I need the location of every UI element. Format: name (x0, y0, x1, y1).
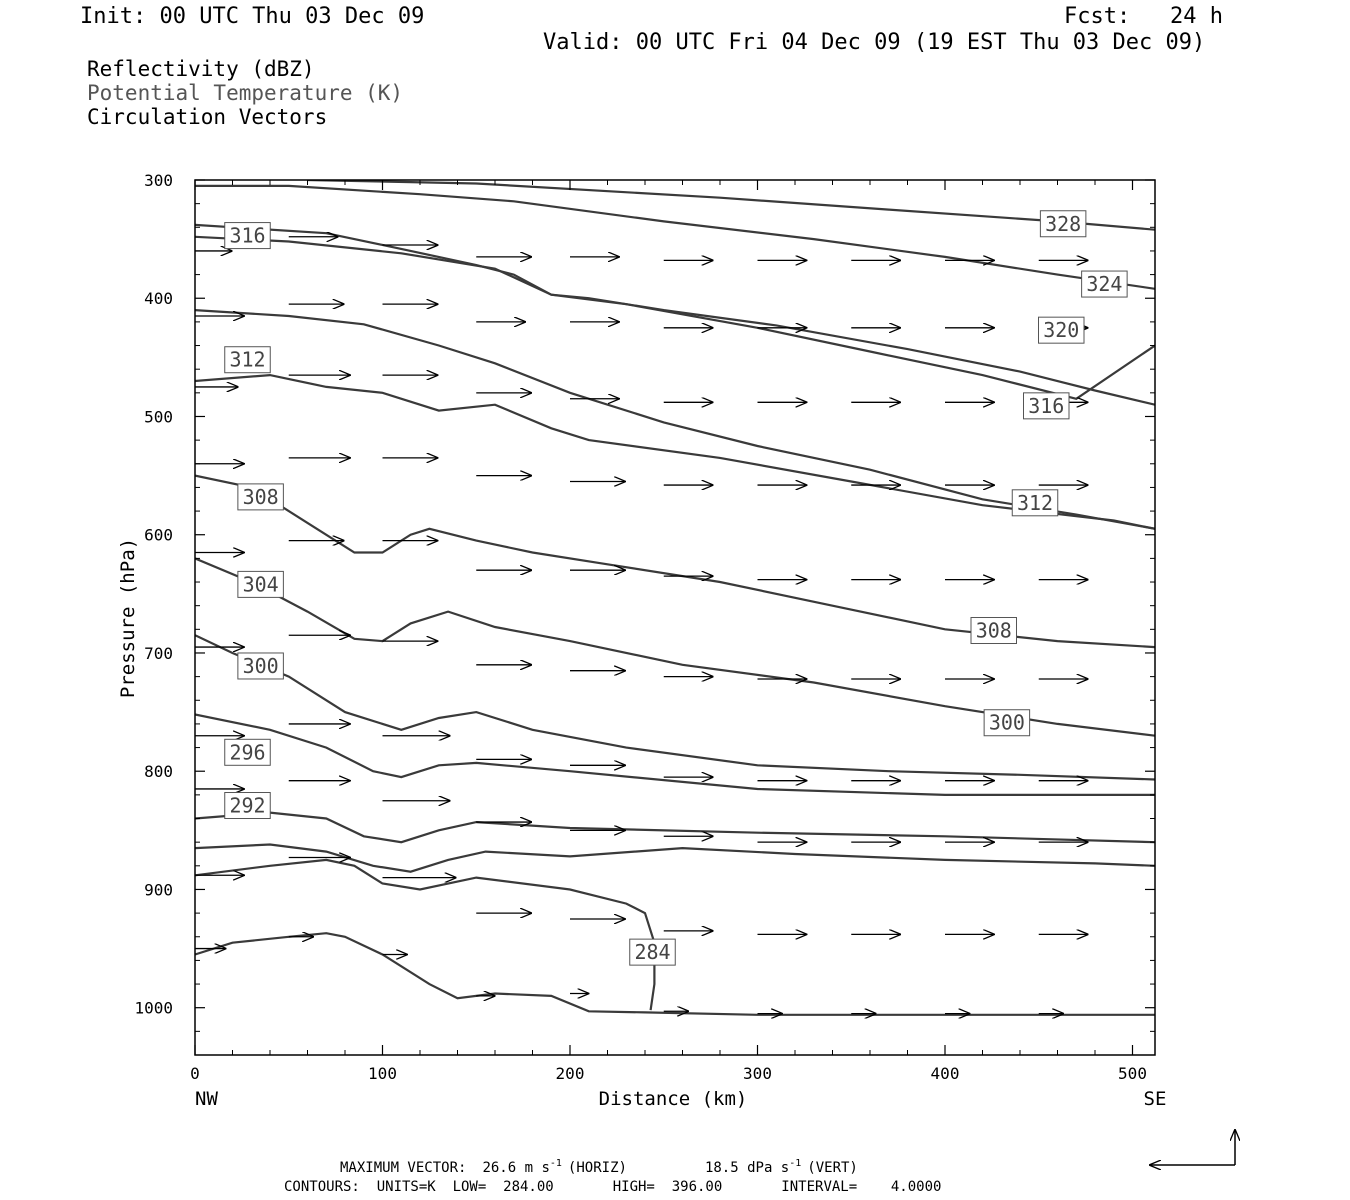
y-tick-label-300: 300 (144, 171, 173, 190)
contour-label-box-308-1 (970, 617, 1017, 645)
x-end-label-left: NW (195, 1088, 218, 1110)
contour-286-11 (195, 843, 1155, 873)
contour-308-5 (195, 373, 1155, 530)
contour-label-320-0: 320 (1043, 318, 1079, 342)
y-axis-label: Pressure (hPa) (117, 538, 139, 698)
contour-284-13 (195, 858, 656, 1011)
footer-vert-unit: (VERT) (807, 1160, 858, 1176)
contour-label-box-324-0 (1081, 270, 1128, 298)
y-tick-label-800: 800 (144, 762, 173, 781)
footer-horiz-unit: (HORIZ) (568, 1160, 627, 1176)
footer-max-label: MAXIMUM VECTOR: (340, 1160, 466, 1176)
contour-label-box-312-0 (224, 346, 271, 374)
contour-label-box-304-0 (237, 570, 284, 598)
contour-label-316-0: 316 (229, 224, 265, 248)
footer-horiz-exp: -1 (550, 1158, 562, 1169)
field-label-theta: Potential Temperature (K) (87, 81, 404, 105)
contour-292-9 (195, 713, 1155, 796)
footer-horiz-value: 26.6 m s (482, 1160, 549, 1176)
contour-label-box-312-1 (1011, 489, 1059, 517)
y-tick-label-700: 700 (144, 644, 173, 663)
x-tick-label-0: 0 (190, 1064, 200, 1083)
contour-label-316-1: 316 (1028, 394, 1064, 418)
x-tick-label-200: 200 (556, 1064, 585, 1083)
contour-label-296-0: 296 (229, 740, 265, 764)
x-tick-label-400: 400 (931, 1064, 960, 1083)
footer-vert-value: 18.5 dPa s (705, 1160, 789, 1176)
x-tick-label-500: 500 (1118, 1064, 1147, 1083)
x-end-label-right: SE (1144, 1088, 1167, 1110)
contour-296-8 (195, 634, 1155, 781)
contour-label-300-1: 300 (989, 711, 1025, 735)
contour-label-300-0: 300 (243, 654, 279, 678)
contour-label-312-0: 312 (229, 348, 265, 372)
plot-frame (194, 179, 1156, 1056)
contour-label-box-328-0 (1039, 210, 1087, 238)
contour-label-box-292-0 (224, 792, 271, 820)
contour-label-292-0: 292 (229, 794, 265, 818)
contour-312-4 (195, 309, 1155, 530)
y-tick-label-600: 600 (144, 526, 173, 545)
x-tick-label-300: 300 (743, 1064, 772, 1083)
contour-304-6 (195, 474, 1155, 649)
contour-label-box-308-0 (237, 483, 284, 511)
contour-316-3 (195, 235, 1155, 400)
contour-label-box-284-0 (629, 938, 676, 966)
footer-max-vector: MAXIMUM VECTOR: 26.6 m s-1 (HORIZ) 18.5 dPa… (340, 1158, 858, 1176)
footer-contours: CONTOURS: UNITS=K LOW= 284.00 HIGH= 396.… (284, 1179, 941, 1195)
field-label-vectors: Circulation Vectors (87, 105, 328, 129)
contour-label-324-0: 324 (1086, 272, 1122, 296)
x-tick-label-100: 100 (368, 1064, 397, 1083)
contour-label-304-0: 304 (243, 572, 279, 596)
y-tick-label-500: 500 (144, 407, 173, 426)
contour-label-box-300-0 (237, 652, 284, 680)
forecast-hour: Fcst: 24 h (1064, 4, 1223, 29)
contour-label-box-316-0 (224, 222, 271, 250)
contour-320-2 (195, 223, 1155, 406)
contour-label-328-0: 328 (1045, 212, 1081, 236)
contour-label-312-1: 312 (1017, 491, 1053, 515)
contour-label-box-320-0 (1038, 316, 1085, 344)
contour-label-box-316-1 (1023, 392, 1070, 420)
contour-324-1 (195, 184, 1155, 290)
contour-label-308-1: 308 (976, 619, 1012, 643)
y-tick-label-1000: 1000 (134, 999, 173, 1018)
contour-label-284-0: 284 (634, 940, 670, 964)
y-tick-label-400: 400 (144, 289, 173, 308)
contour-328-0 (307, 180, 1155, 231)
contour-label-box-296-0 (224, 738, 271, 766)
contour-284-12 (195, 932, 1155, 1016)
contour-300-7 (195, 557, 1155, 737)
y-tick-label-900: 900 (144, 880, 173, 899)
reference-vector-icon (1150, 1130, 1235, 1165)
contour-label-308-0: 308 (243, 485, 279, 509)
field-label-reflectivity: Reflectivity (dBZ) (87, 57, 315, 81)
contour-label-box-300-1 (983, 709, 1031, 737)
footer-vert-exp: -1 (789, 1158, 801, 1169)
x-axis-label: Distance (km) (599, 1088, 748, 1110)
valid-time: Valid: 00 UTC Fri 04 Dec 09 (19 EST Thu … (543, 30, 1206, 55)
init-time: Init: 00 UTC Thu 03 Dec 09 (80, 4, 425, 29)
contour-288-10 (195, 811, 1155, 844)
